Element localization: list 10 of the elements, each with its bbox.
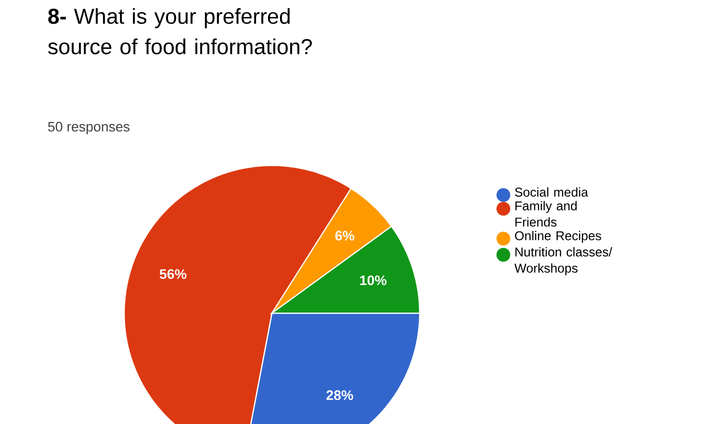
legend-label: Online Recipes	[515, 231, 602, 244]
data-label: 6%	[335, 231, 354, 241]
legend-label: Nutrition classes/ Workshops	[514, 247, 612, 276]
legend-label: Social media	[514, 188, 588, 197]
data-label: 28%	[326, 390, 354, 400]
data-label: 10%	[360, 276, 386, 286]
data-label: 56%	[160, 269, 186, 280]
legend-label: Family and Friends	[515, 201, 577, 227]
chart-title: 8- What is your preferred source of food information?	[48, 8, 312, 55]
chart-subtitle: 50 responses	[48, 122, 130, 134]
